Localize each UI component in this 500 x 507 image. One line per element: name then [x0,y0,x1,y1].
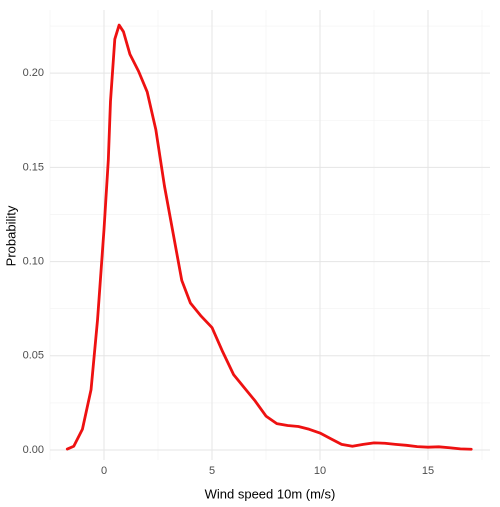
y-tick-label: 0.15 [23,161,44,173]
y-tick-label: 0.20 [23,67,44,79]
x-tick-label: 15 [422,465,434,477]
x-axis-title: Wind speed 10m (m/s) [205,486,336,501]
y-tick-label: 0.05 [23,350,44,362]
x-tick-label: 0 [101,465,107,477]
x-tick-label: 5 [209,465,215,477]
y-tick-label: 0.10 [23,255,44,267]
y-tick-label: 0.00 [23,444,44,456]
density-line [65,23,473,451]
x-tick-label: 10 [314,465,326,477]
y-axis-title: Probability [3,205,18,266]
